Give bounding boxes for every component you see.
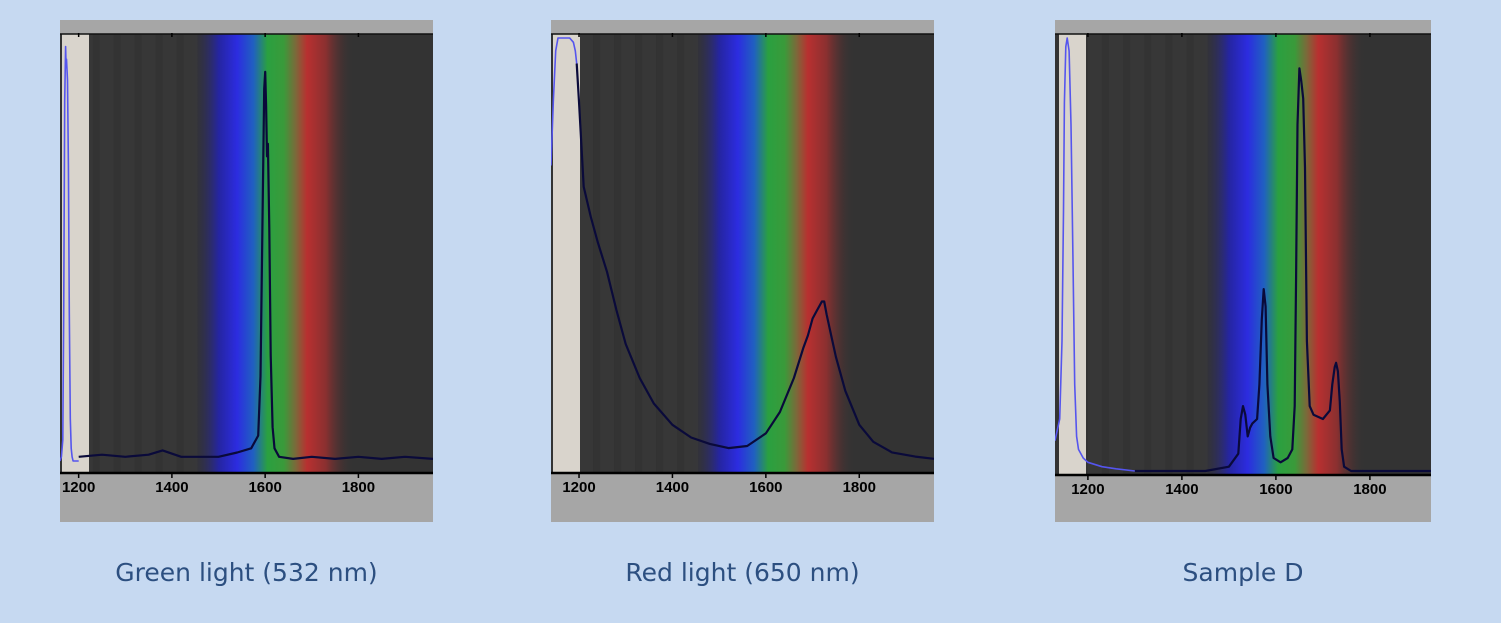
x-tick-label: 1800 (843, 479, 876, 496)
x-tick-label: 1200 (1071, 481, 1104, 498)
background-stripe (120, 34, 135, 473)
spectrum-chart-red: 1200 1400 1600 1800 (551, 20, 934, 522)
visible-spectrum-band (1200, 34, 1366, 475)
spectrum-trace (575, 63, 934, 460)
reference-trace (60, 45, 79, 462)
background-stripe (99, 34, 114, 473)
background-stripe (663, 34, 678, 473)
x-tick-label: 1600 (1259, 481, 1292, 498)
spectrum-trace (1134, 67, 1431, 473)
background-stripe (141, 34, 156, 473)
x-tick-label: 1200 (62, 479, 95, 496)
background-stripe (579, 34, 594, 473)
calibration-strip (62, 34, 89, 473)
reference-trace (551, 37, 578, 166)
background-stripe (1087, 34, 1102, 475)
x-tick-label: 1200 (562, 479, 595, 496)
x-tick-label: 1400 (155, 479, 188, 496)
background-stripe (621, 34, 636, 473)
x-tick-label: 1600 (749, 479, 782, 496)
reference-trace (1055, 37, 1135, 472)
background-stripe (1151, 34, 1166, 475)
spectrum-panel-green: 1200 1400 1600 1800 (60, 20, 433, 522)
x-tick-label: 1800 (342, 479, 375, 496)
background-stripe (1109, 34, 1124, 475)
background-stripe (642, 34, 657, 473)
background-stripe (1172, 34, 1187, 475)
x-tick-label: 1400 (656, 479, 689, 496)
visible-spectrum-band (691, 34, 855, 473)
background-stripe (1130, 34, 1145, 475)
background-stripe (600, 34, 615, 473)
caption-sample-d: Sample D (1182, 558, 1304, 587)
caption-red-light: Red light (650 nm) (625, 558, 860, 587)
spectrum-panel-red: 1200 1400 1600 1800 (551, 20, 934, 522)
spectrum-chart-sample-d: 1200 1400 1600 1800 (1055, 20, 1431, 522)
x-tick-label: 1400 (1165, 481, 1198, 498)
spectrum-chart-green: 1200 1400 1600 1800 (60, 20, 433, 522)
caption-green-light: Green light (532 nm) (115, 558, 378, 587)
background-stripe (684, 34, 699, 473)
x-tick-label: 1800 (1353, 481, 1386, 498)
calibration-strip (553, 34, 580, 473)
spectrum-trace (78, 70, 433, 460)
background-stripe (162, 34, 177, 473)
background-stripe (1193, 34, 1208, 475)
background-stripe (183, 34, 198, 473)
spectrum-panel-sample-d: 1200 1400 1600 1800 (1055, 20, 1431, 522)
x-tick-label: 1600 (248, 479, 281, 496)
